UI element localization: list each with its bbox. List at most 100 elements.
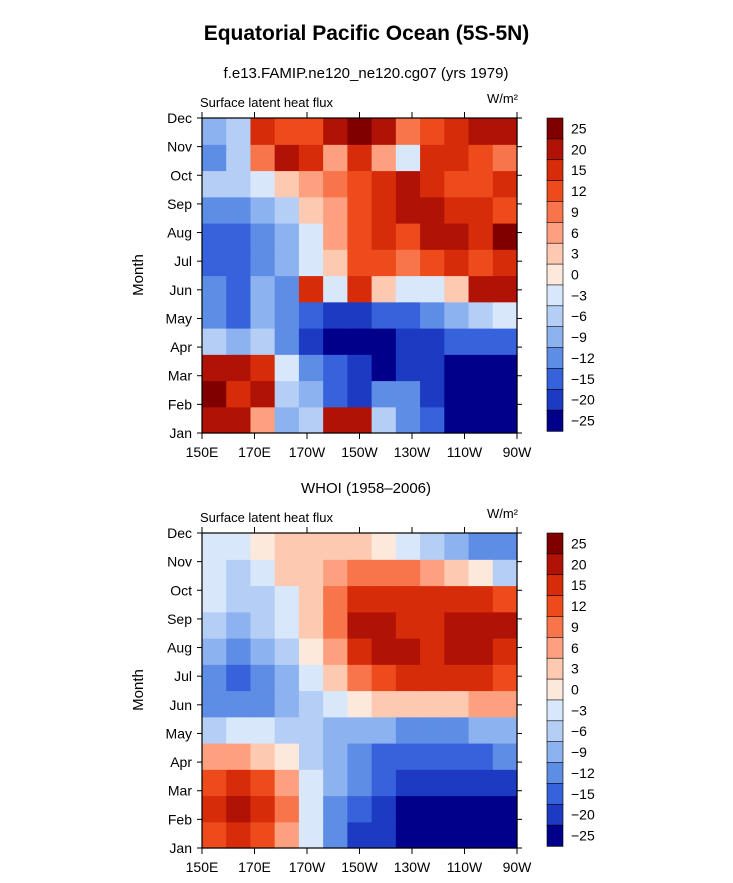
heatmap-cell: [468, 585, 494, 613]
heatmap-cell: [420, 144, 445, 172]
heatmap-cell: [492, 328, 518, 355]
heatmap-cell: [274, 743, 300, 770]
colorbar-label: −12: [571, 765, 595, 781]
heatmap-cell: [298, 638, 324, 665]
heatmap-cell: [274, 380, 300, 408]
heatmap-cell: [444, 743, 470, 770]
heatmap-cell: [274, 716, 300, 744]
heatmap-cell: [492, 638, 518, 665]
heatmap-cell: [250, 275, 276, 303]
panel-subtitle: f.e13.FAMIP.ne120_ne120.cg07 (yrs 1979): [224, 65, 509, 82]
heatmap-cell: [468, 196, 494, 224]
heatmap-cell: [202, 144, 227, 172]
heatmap-cell: [347, 354, 373, 382]
heatmap-cell: [226, 716, 252, 744]
heatmap-cell: [226, 196, 252, 224]
heatmap-cell: [274, 170, 300, 198]
heatmap-cell: [395, 144, 421, 172]
y-tick-label: Sep: [167, 196, 192, 212]
heatmap-cell: [371, 664, 397, 692]
heatmap-cell: [202, 664, 227, 692]
y-tick-label: Aug: [167, 640, 192, 656]
heatmap-cell: [202, 328, 227, 355]
heatmap-cell: [298, 380, 324, 408]
y-axis-label: Month: [130, 669, 147, 711]
heatmap-cell: [250, 380, 276, 408]
heatmap-cell: [323, 406, 348, 434]
heatmap-cell: [226, 380, 252, 408]
heatmap-cell: [395, 118, 421, 145]
heatmap-cell: [347, 196, 373, 224]
heatmap-cell: [298, 249, 324, 277]
heatmap-cell: [468, 301, 494, 329]
heatmap-cell: [371, 301, 397, 329]
heatmap-cell: [298, 769, 324, 797]
heatmap-cell: [274, 118, 300, 145]
heatmap-cell: [323, 170, 348, 198]
heatmap-cell: [395, 301, 421, 329]
heatmap-cell: [395, 690, 421, 718]
y-tick-label: Dec: [167, 525, 192, 541]
colorbar-swatch: [546, 159, 564, 182]
heatmap-cell: [298, 664, 324, 692]
colorbar-swatch: [546, 803, 564, 826]
heatmap-cell: [347, 144, 373, 172]
heatmap-cell: [226, 690, 252, 718]
heatmap-cell: [395, 585, 421, 613]
heatmap-cell: [492, 821, 518, 849]
heatmap-cell: [371, 275, 397, 303]
heatmap-cell: [298, 354, 324, 382]
heatmap-cell: [420, 275, 445, 303]
heatmap-cell: [202, 690, 227, 718]
heatmap-cell: [347, 275, 373, 303]
heatmap-cell: [347, 585, 373, 613]
heatmap-cell: [420, 559, 445, 587]
heatmap-cell: [420, 611, 445, 639]
heatmap-cell: [492, 354, 518, 382]
heatmap-cell: [347, 328, 373, 355]
heatmap-cell: [274, 533, 300, 560]
heatmap-cell: [395, 795, 421, 823]
heatmap-cell: [250, 559, 276, 587]
y-tick-label: Jan: [169, 840, 192, 856]
heatmap-cell: [250, 406, 276, 434]
heatmap-cell: [202, 406, 227, 434]
heatmap-cell: [395, 196, 421, 224]
colorbar-swatch: [546, 388, 564, 411]
heatmap-cell: [202, 769, 227, 797]
heatmap-cell: [468, 611, 494, 639]
heatmap-cell: [274, 301, 300, 329]
heatmap-cell: [250, 743, 276, 770]
colorbar-label: −3: [571, 287, 587, 303]
heatmap-cell: [323, 275, 348, 303]
heatmap-cell: [444, 769, 470, 797]
heatmap-cell: [395, 821, 421, 849]
heatmap-cell: [323, 223, 348, 250]
axes: Jan Feb Mar Apr May Jun Jul Aug Sep Oct Nov Dec 150E…: [166, 110, 533, 460]
heatmap-cell: [323, 664, 348, 692]
x-tick-label: 90W: [503, 859, 533, 875]
heatmap-cell: [371, 690, 397, 718]
heatmap-cell: [202, 223, 227, 250]
heatmap-cell: [468, 354, 494, 382]
heatmap-cell: [371, 716, 397, 744]
heatmap-cell: [298, 559, 324, 587]
heatmap-cell: [323, 638, 348, 665]
heatmap-cell: [395, 559, 421, 587]
heatmap-cell: [444, 301, 470, 329]
colorbar-label: 6: [571, 225, 579, 241]
colorbar-swatch: [546, 595, 564, 618]
colorbar-label: −3: [571, 702, 587, 718]
heatmap-cell: [323, 716, 348, 744]
heatmap-cell: [371, 406, 397, 434]
x-tick-label: 110W: [447, 444, 483, 460]
colorbar-label: −15: [571, 371, 595, 387]
colorbar-label: 15: [571, 577, 587, 593]
colorbar: 25 20 15 12 9 6 3 0 −3 −6 −9 −12 −15 −20 −25: [546, 117, 595, 432]
heatmap-cell: [202, 743, 227, 770]
colorbar-swatch: [546, 263, 564, 286]
heatmap-cell: [371, 611, 397, 639]
heatmap-cell: [274, 249, 300, 277]
heatmap-cell: [395, 664, 421, 692]
colorbar-label: 20: [571, 141, 587, 157]
